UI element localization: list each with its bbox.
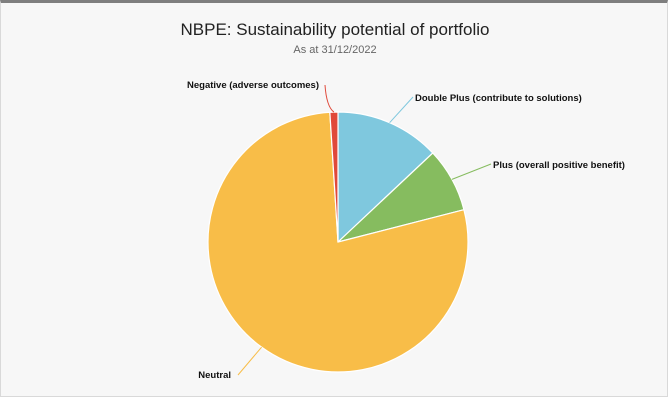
leader-double-plus [389,96,414,124]
leader-neutral [237,346,262,376]
leader-plus [451,163,492,180]
leader-negative [324,84,335,113]
label-negative: Negative (adverse outcomes) [187,80,319,91]
label-double-plus: Double Plus (contribute to solutions) [415,93,582,104]
label-plus: Plus (overall positive benefit) [493,160,625,171]
slice-negative [329,111,339,243]
chart-title: NBPE: Sustainability potential of portfo… [180,20,490,39]
label-neutral: Neutral [198,370,231,381]
chart-subtitle: As at 31/12/2022 [293,44,377,56]
pie-slices [207,111,469,373]
leader-lines [237,84,492,376]
